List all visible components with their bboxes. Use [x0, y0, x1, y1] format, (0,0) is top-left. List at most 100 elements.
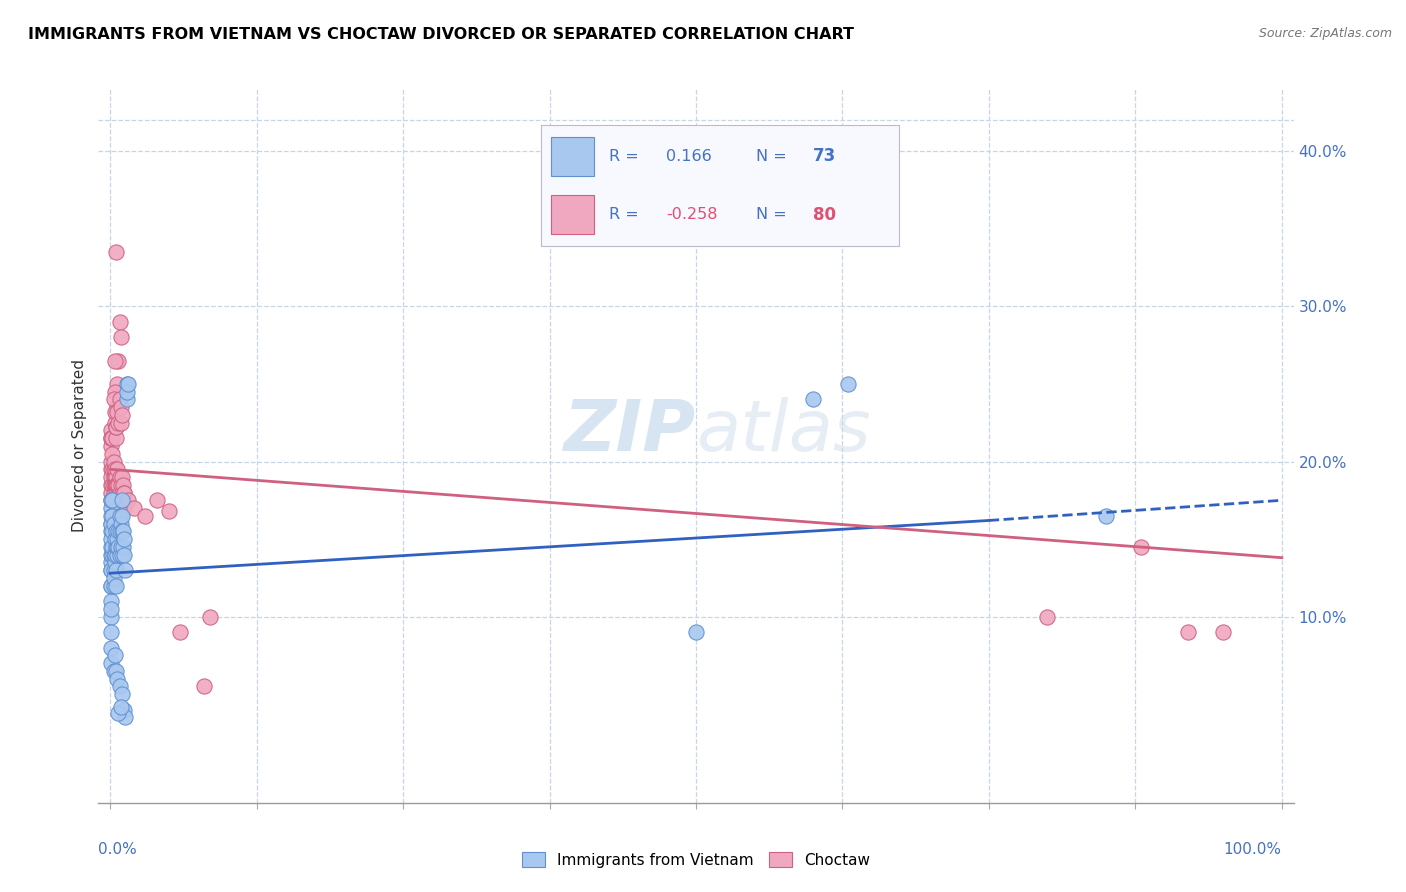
- Text: Source: ZipAtlas.com: Source: ZipAtlas.com: [1258, 27, 1392, 40]
- Point: [110, 516, 132, 531]
- Y-axis label: Divorced or Separated: Divorced or Separated: [72, 359, 87, 533]
- Point: [110, 493, 132, 508]
- Point: [104, 470, 127, 484]
- Point: [105, 548, 128, 562]
- Point: [107, 353, 129, 368]
- Point: [115, 392, 138, 407]
- Text: 0.0%: 0.0%: [98, 841, 138, 856]
- Point: [1036, 609, 1059, 624]
- Point: [103, 516, 125, 531]
- Point: [105, 477, 128, 491]
- Point: [1095, 508, 1118, 523]
- Point: [107, 416, 129, 430]
- Point: [104, 405, 127, 419]
- Point: [115, 376, 138, 391]
- Point: [101, 548, 124, 562]
- Point: [100, 524, 122, 539]
- Point: [101, 493, 124, 508]
- Point: [101, 447, 124, 461]
- Point: [108, 485, 131, 500]
- Point: [108, 315, 131, 329]
- Point: [105, 672, 128, 686]
- Point: [105, 493, 128, 508]
- Point: [108, 508, 131, 523]
- Point: [101, 493, 124, 508]
- Point: [105, 470, 128, 484]
- Point: [100, 470, 122, 484]
- Point: [157, 504, 180, 518]
- Point: [104, 353, 127, 368]
- Point: [112, 532, 135, 546]
- Point: [117, 376, 139, 391]
- Point: [100, 485, 122, 500]
- Point: [114, 710, 136, 724]
- Point: [107, 477, 129, 491]
- Point: [100, 439, 122, 453]
- Point: [104, 477, 127, 491]
- Point: [100, 540, 122, 554]
- Legend: Immigrants from Vietnam, Choctaw: Immigrants from Vietnam, Choctaw: [516, 846, 876, 873]
- Point: [112, 501, 135, 516]
- Point: [100, 508, 122, 523]
- Point: [100, 431, 122, 445]
- Point: [1177, 625, 1199, 640]
- Point: [100, 516, 122, 531]
- Point: [104, 416, 127, 430]
- Point: [111, 493, 134, 508]
- Point: [105, 420, 128, 434]
- Point: [105, 376, 128, 391]
- Point: [100, 424, 122, 438]
- Point: [114, 563, 136, 577]
- Point: [100, 431, 122, 445]
- Point: [107, 493, 129, 508]
- Text: atlas: atlas: [696, 397, 870, 467]
- Point: [105, 462, 128, 476]
- Point: [100, 640, 122, 655]
- Point: [100, 579, 122, 593]
- Point: [169, 625, 191, 640]
- Point: [100, 477, 122, 491]
- Point: [103, 392, 125, 407]
- Point: [103, 664, 125, 678]
- Point: [112, 485, 135, 500]
- Point: [100, 563, 122, 577]
- Text: 100.0%: 100.0%: [1223, 841, 1282, 856]
- Point: [101, 431, 124, 445]
- Point: [100, 656, 122, 670]
- Point: [100, 454, 122, 468]
- Point: [100, 555, 122, 569]
- Point: [103, 470, 125, 484]
- Point: [101, 524, 124, 539]
- Point: [105, 431, 128, 445]
- Point: [101, 462, 124, 476]
- Point: [104, 532, 127, 546]
- Point: [1212, 625, 1234, 640]
- Point: [105, 532, 128, 546]
- Text: ZIP: ZIP: [564, 397, 696, 467]
- Point: [100, 563, 122, 577]
- Point: [112, 477, 135, 491]
- Point: [103, 563, 125, 577]
- Point: [111, 548, 134, 562]
- Point: [105, 485, 128, 500]
- Point: [104, 493, 127, 508]
- Text: IMMIGRANTS FROM VIETNAM VS CHOCTAW DIVORCED OR SEPARATED CORRELATION CHART: IMMIGRANTS FROM VIETNAM VS CHOCTAW DIVOR…: [28, 27, 853, 42]
- Point: [1130, 540, 1153, 554]
- Point: [112, 540, 135, 554]
- Point: [103, 462, 125, 476]
- Point: [103, 485, 125, 500]
- Point: [110, 540, 132, 554]
- Point: [100, 493, 122, 508]
- Point: [837, 376, 859, 391]
- Point: [122, 501, 145, 516]
- Point: [112, 524, 135, 539]
- Point: [100, 516, 122, 531]
- Point: [101, 508, 124, 523]
- Point: [104, 548, 127, 562]
- Point: [105, 405, 128, 419]
- Point: [105, 477, 128, 491]
- Point: [107, 540, 129, 554]
- Point: [108, 680, 131, 694]
- Point: [105, 563, 128, 577]
- Point: [111, 408, 134, 422]
